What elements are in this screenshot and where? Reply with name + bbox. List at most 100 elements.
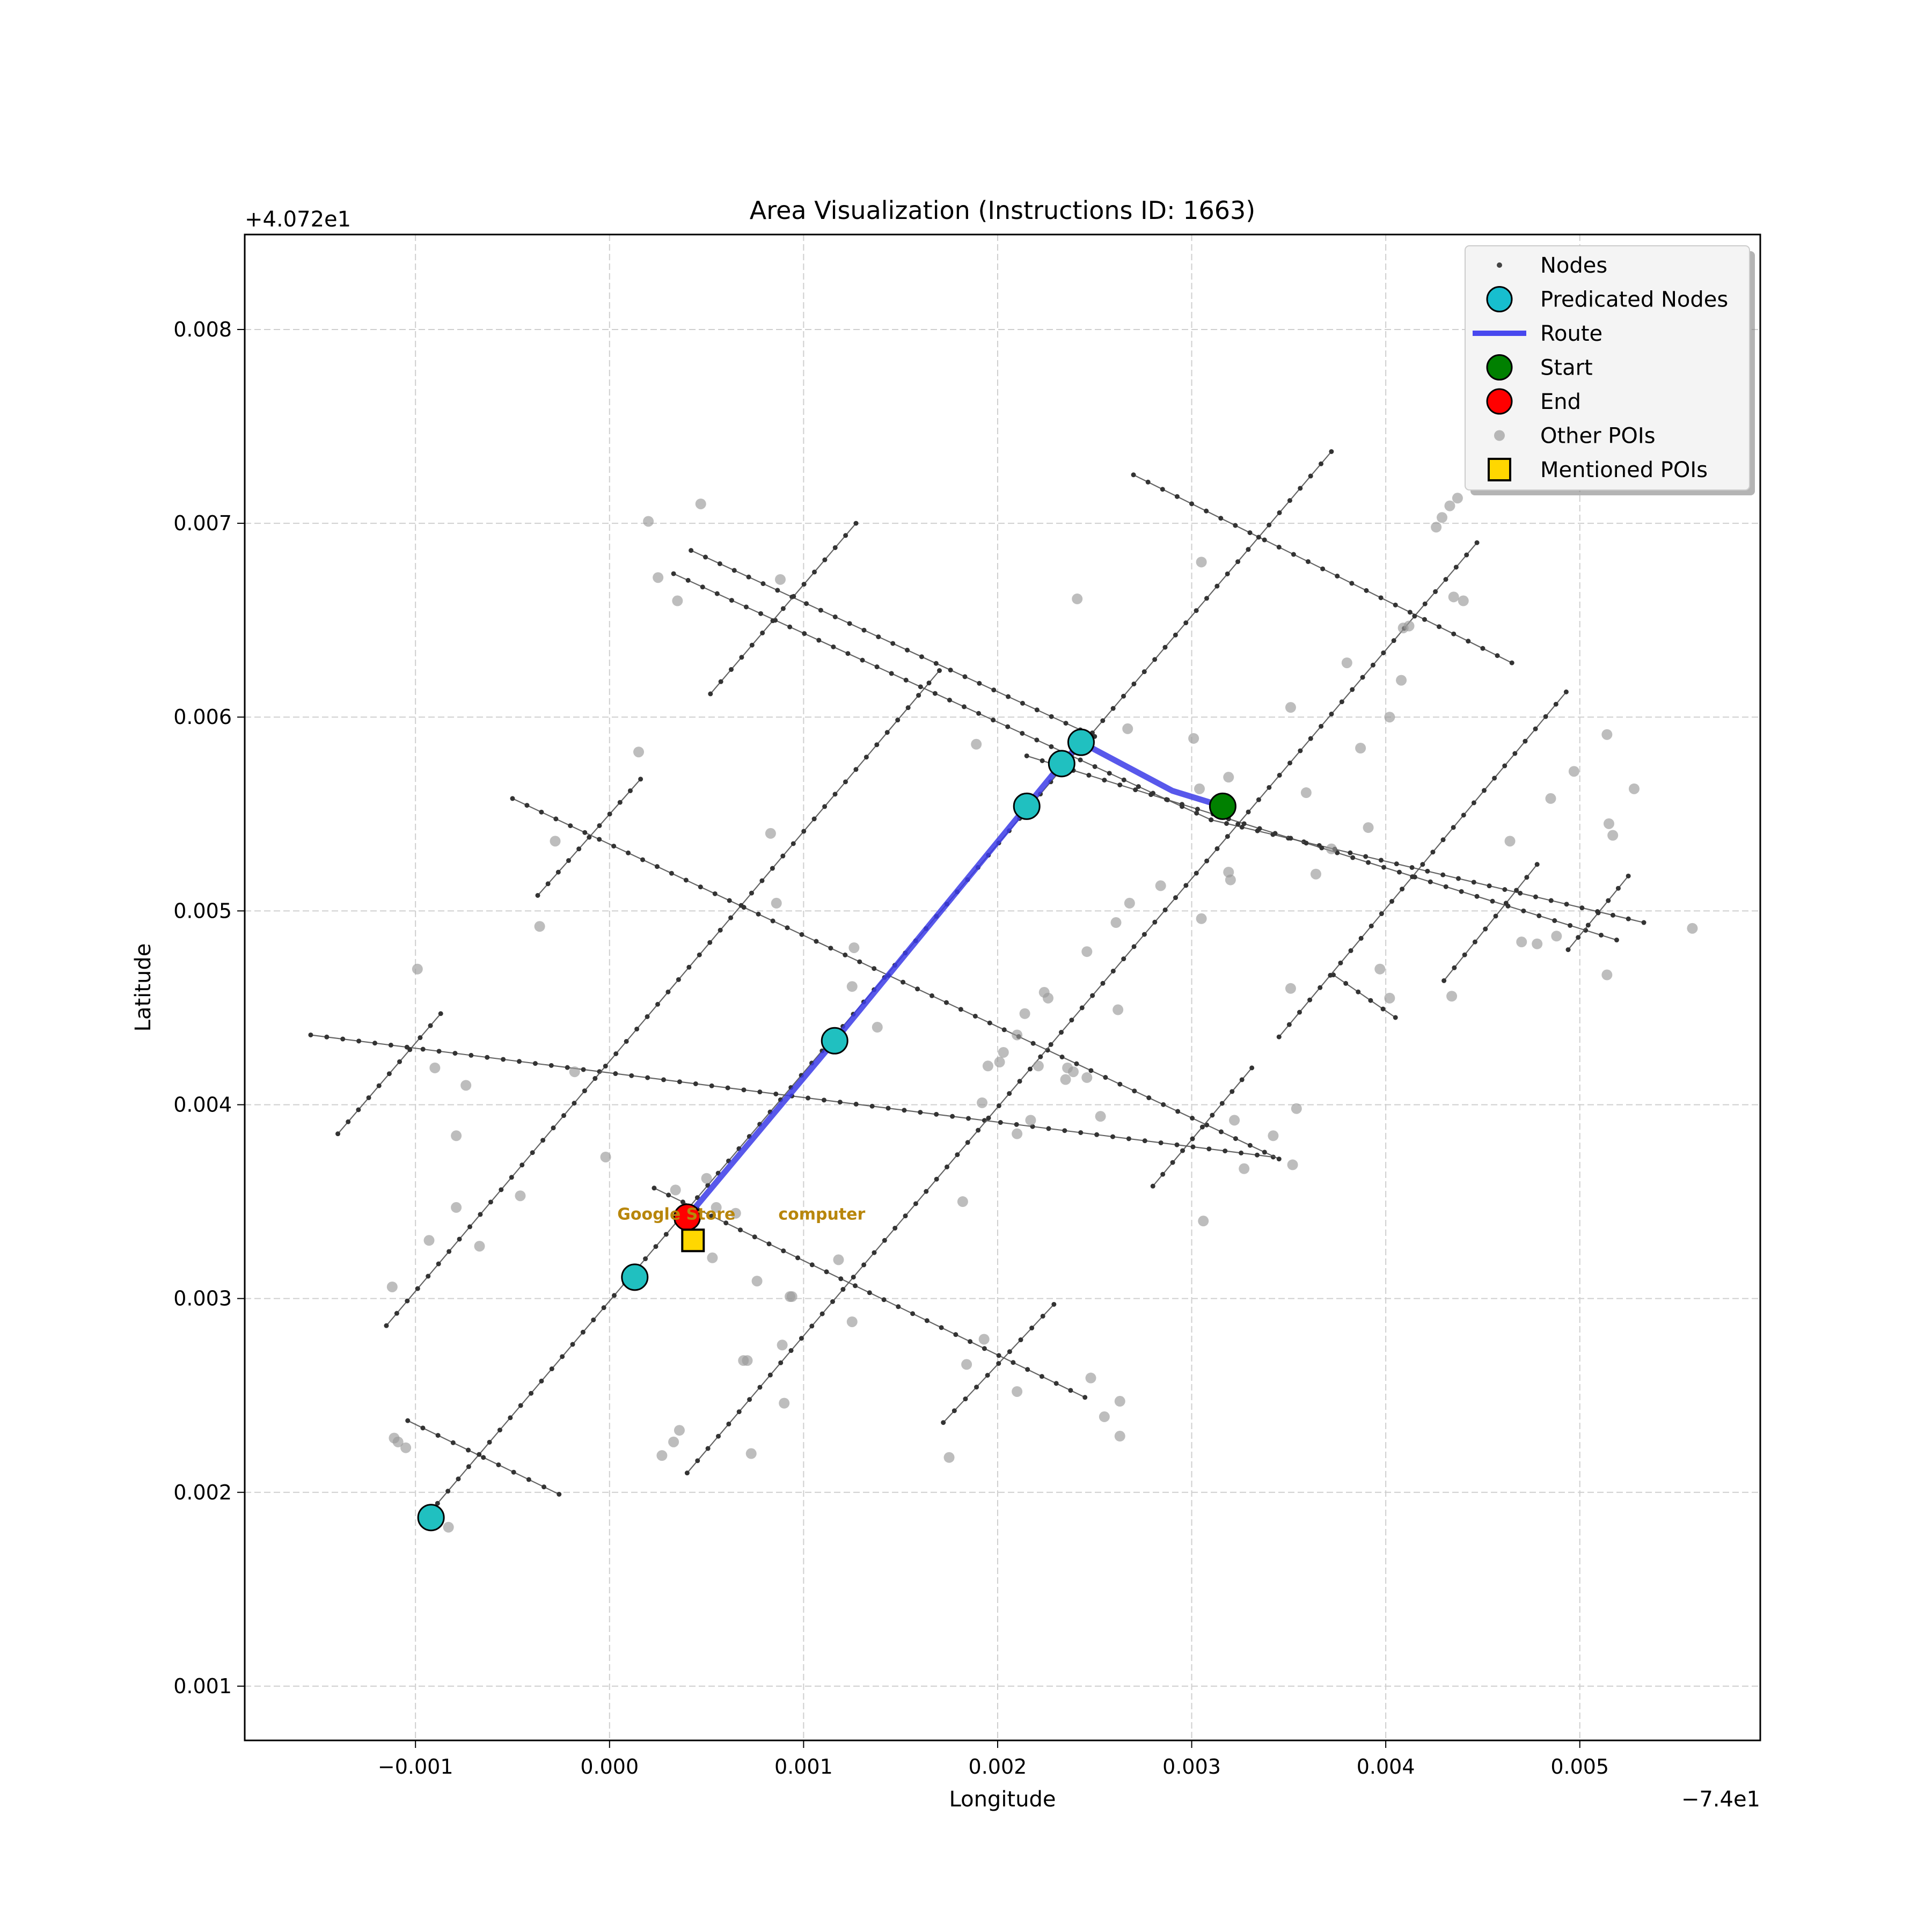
legend-label: Other POIs bbox=[1540, 424, 1656, 449]
node-point bbox=[508, 1415, 513, 1421]
street-network bbox=[308, 449, 1646, 1518]
node-point bbox=[640, 857, 646, 862]
node-point bbox=[1455, 876, 1461, 881]
other-poi-point bbox=[846, 1316, 858, 1327]
node-point bbox=[394, 1311, 399, 1316]
node-point bbox=[996, 1361, 1001, 1366]
node-point bbox=[676, 977, 681, 982]
node-point bbox=[1164, 797, 1169, 802]
node-point bbox=[1319, 845, 1324, 851]
node-point bbox=[1487, 883, 1492, 889]
node-point bbox=[1276, 1034, 1282, 1040]
node-point bbox=[518, 1403, 523, 1408]
node-point bbox=[1173, 632, 1178, 638]
node-point bbox=[1214, 846, 1220, 851]
node-point bbox=[723, 1220, 729, 1226]
x-tick-label: 0.001 bbox=[774, 1755, 833, 1779]
node-point bbox=[1495, 653, 1500, 658]
node-point bbox=[469, 1052, 474, 1058]
node-point bbox=[1204, 508, 1209, 514]
node-point bbox=[1142, 1138, 1147, 1144]
node-point bbox=[1257, 826, 1262, 831]
other-poi-point bbox=[668, 1436, 679, 1447]
node-point bbox=[1029, 1326, 1035, 1331]
node-point bbox=[613, 1051, 619, 1057]
other-pois-layer bbox=[386, 493, 1698, 1533]
node-point bbox=[629, 1073, 634, 1078]
node-point bbox=[683, 877, 689, 883]
node-point bbox=[1308, 473, 1313, 479]
legend: Nodes Predicated Nodes Route Start End Other … bbox=[1465, 245, 1755, 495]
node-point bbox=[1298, 486, 1303, 491]
node-point bbox=[1038, 1054, 1043, 1059]
node-point bbox=[1348, 850, 1353, 855]
node-point bbox=[766, 1241, 772, 1247]
node-point bbox=[697, 952, 702, 957]
node-point bbox=[948, 668, 953, 673]
street-line bbox=[673, 573, 1212, 821]
node-point bbox=[539, 809, 544, 815]
node-point bbox=[746, 574, 751, 580]
node-point bbox=[947, 697, 952, 702]
node-point bbox=[1162, 645, 1168, 650]
node-point bbox=[857, 959, 862, 964]
node-point bbox=[645, 1075, 650, 1080]
other-poi-point bbox=[1124, 897, 1135, 909]
node-point bbox=[821, 1097, 826, 1103]
other-poi-point bbox=[1229, 1115, 1240, 1126]
node-point bbox=[1368, 998, 1373, 1003]
legend-circle-swatch bbox=[1486, 354, 1513, 380]
node-point bbox=[452, 1051, 458, 1056]
other-poi-point bbox=[656, 1450, 668, 1461]
node-point bbox=[1179, 802, 1184, 807]
node-point bbox=[680, 1199, 685, 1205]
node-point bbox=[346, 1119, 351, 1124]
node-point bbox=[1121, 777, 1126, 782]
node-point bbox=[962, 674, 968, 679]
node-point bbox=[324, 1034, 330, 1040]
node-point bbox=[1277, 510, 1282, 515]
node-point bbox=[420, 1046, 426, 1052]
node-point bbox=[601, 1305, 606, 1311]
node-point bbox=[1131, 472, 1136, 478]
other-poi-point bbox=[872, 1022, 883, 1033]
node-point bbox=[804, 601, 809, 606]
node-point bbox=[603, 1064, 608, 1069]
legend-label: End bbox=[1540, 390, 1581, 414]
node-point bbox=[1563, 689, 1569, 694]
other-poi-point bbox=[670, 1184, 681, 1196]
node-point bbox=[700, 584, 705, 590]
other-poi-point bbox=[1300, 787, 1312, 799]
node-point bbox=[1148, 792, 1154, 797]
node-point bbox=[384, 1323, 389, 1328]
node-point bbox=[1094, 1132, 1100, 1137]
node-point bbox=[570, 1342, 575, 1347]
other-poi-point bbox=[386, 1281, 398, 1292]
node-point bbox=[1209, 817, 1214, 823]
node-point bbox=[1068, 1388, 1073, 1393]
node-point bbox=[945, 1164, 950, 1169]
node-point bbox=[1152, 919, 1158, 925]
other-poi-point bbox=[1198, 1216, 1209, 1227]
node-point bbox=[1466, 639, 1471, 644]
node-point bbox=[555, 869, 561, 875]
node-point bbox=[770, 866, 775, 871]
other-poi-point bbox=[1458, 595, 1469, 606]
node-point bbox=[996, 1103, 1001, 1108]
node-point bbox=[729, 667, 734, 672]
node-point bbox=[749, 890, 754, 896]
node-point bbox=[568, 823, 573, 829]
node-point bbox=[1141, 932, 1147, 937]
node-point bbox=[1428, 879, 1433, 884]
node-point bbox=[1048, 1042, 1053, 1047]
node-point bbox=[566, 858, 571, 863]
node-point bbox=[1006, 694, 1011, 699]
other-poi-point bbox=[1012, 1128, 1023, 1139]
node-point bbox=[982, 1346, 987, 1351]
node-point bbox=[1471, 880, 1476, 885]
other-poi-point bbox=[633, 747, 645, 758]
node-point bbox=[918, 684, 923, 690]
node-point bbox=[1329, 449, 1334, 454]
node-point bbox=[447, 1249, 452, 1254]
node-point bbox=[791, 594, 796, 599]
